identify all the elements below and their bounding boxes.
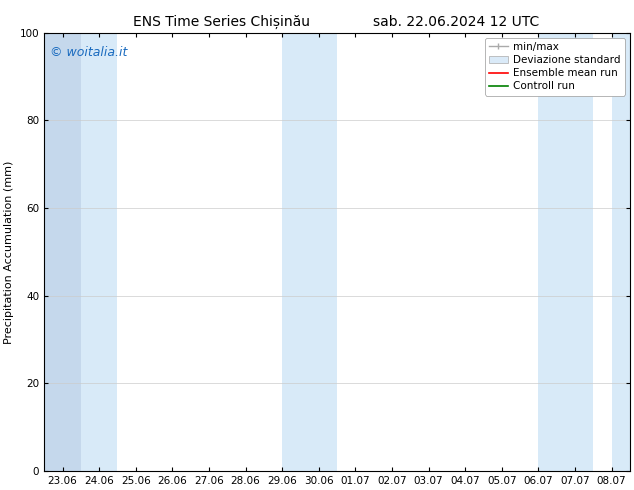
Bar [44, 33, 81, 471]
Y-axis label: Precipitation Accumulation (mm): Precipitation Accumulation (mm) [4, 160, 14, 343]
Text: sab. 22.06.2024 12 UTC: sab. 22.06.2024 12 UTC [373, 15, 540, 29]
Bar [538, 33, 593, 471]
Text: © woitalia.it: © woitalia.it [50, 46, 127, 59]
Bar [612, 33, 630, 471]
Bar [282, 33, 337, 471]
Legend: min/max, Deviazione standard, Ensemble mean run, Controll run: min/max, Deviazione standard, Ensemble m… [485, 38, 624, 96]
Bar [81, 33, 117, 471]
Text: ENS Time Series Chișinău: ENS Time Series Chișinău [133, 15, 311, 29]
